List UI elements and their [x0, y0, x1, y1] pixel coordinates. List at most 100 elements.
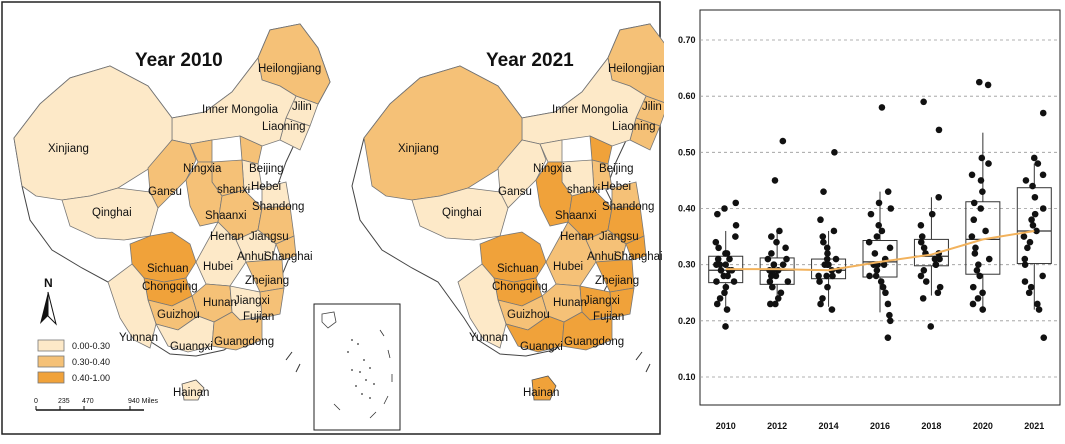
data-point [887, 317, 894, 325]
label-ningxia: Ningxia [183, 163, 222, 175]
data-point [773, 238, 780, 246]
data-point [766, 278, 774, 285]
data-point [1021, 261, 1029, 268]
data-point [867, 210, 875, 218]
data-point [1033, 227, 1040, 235]
label-henan: Henan [210, 231, 244, 243]
label-inner-mongolia: Inner Mongolia [202, 104, 279, 116]
data-point [974, 295, 982, 302]
label-shanxi: shanxi [217, 184, 250, 196]
label-guangxi: Guangxi [170, 341, 213, 353]
region-shanghai [275, 235, 297, 261]
data-point [878, 227, 886, 235]
data-point [1040, 334, 1048, 341]
label-shaanxi: Shaanxi [555, 210, 597, 222]
map-2021: Year 2021 Heilongjiang Jilin Liaoning Inner… [351, 23, 681, 401]
data-point [976, 272, 983, 280]
data-point [824, 283, 831, 291]
x-tick-label: 2021 [1024, 421, 1044, 431]
data-point [1021, 255, 1029, 263]
data-point [1026, 238, 1034, 246]
data-point [984, 81, 992, 89]
label-guangxi: Guangxi [520, 341, 563, 353]
label-xinjiang: Xinjiang [398, 143, 439, 155]
data-point [720, 272, 728, 280]
data-point [714, 210, 721, 218]
scale-label: 235 [58, 398, 70, 405]
data-point [884, 300, 892, 308]
data-point [779, 137, 787, 145]
data-point [726, 255, 733, 263]
y-tick-label: 0.60 [678, 91, 696, 101]
data-point [927, 323, 935, 330]
data-point [819, 233, 827, 240]
data-point [1034, 160, 1042, 167]
data-point [722, 283, 730, 291]
data-point [887, 205, 895, 212]
y-axis-ticks: 0.10 0.20 0.30 0.40 0.50 0.60 0.70 [678, 35, 696, 382]
map-2021-labels: Heilongjiang Jilin Liaoning Inner Mongolia X… [398, 63, 671, 399]
label-anhui: Anhui [237, 251, 266, 263]
label-shaanxi: Shaanxi [205, 210, 247, 222]
data-point [823, 255, 831, 263]
y-tick-label: 0.50 [678, 147, 696, 157]
data-point [875, 222, 883, 229]
label-fujian: Fujian [243, 311, 274, 323]
data-point [934, 289, 942, 297]
north-arrow: N [40, 276, 57, 326]
map-2010-hainan-shape [181, 379, 205, 401]
data-point [931, 255, 939, 263]
data-point [717, 266, 725, 274]
data-point [732, 222, 740, 229]
data-point [875, 199, 883, 207]
x-tick-label: 2020 [973, 421, 993, 431]
data-point [820, 188, 827, 195]
label-hubei: Hubei [553, 261, 583, 273]
label-beijing: Beijing [599, 163, 634, 175]
data-point [721, 289, 728, 297]
label-shanghai: Shanghai [264, 251, 313, 263]
data-point [820, 238, 827, 246]
data-point [817, 300, 824, 308]
y-tick-label: 0.70 [678, 35, 696, 45]
data-point [824, 250, 831, 257]
data-point [732, 233, 739, 240]
data-point [771, 177, 779, 184]
label-hainan: Hainan [523, 387, 559, 399]
data-point [979, 188, 986, 195]
data-point [1031, 193, 1039, 201]
label-yunnan: Yunnan [469, 332, 508, 344]
label-hubei: Hubei [203, 261, 233, 273]
region-fujian [609, 287, 635, 319]
data-point [776, 227, 783, 235]
data-point [985, 255, 993, 263]
region-zhejiang [245, 259, 285, 293]
label-guangdong: Guangdong [214, 336, 274, 348]
box [759, 257, 795, 285]
data-point [979, 306, 987, 313]
data-point [879, 283, 887, 291]
x-tick-label: 2014 [819, 421, 839, 431]
scale-label: 470 [82, 398, 94, 405]
data-point [970, 216, 978, 224]
map-2010-regions [13, 23, 331, 353]
data-point [873, 266, 881, 274]
label-fujian: Fujian [593, 311, 624, 323]
y-tick-label: 0.10 [678, 372, 696, 382]
label-zhejiang: Zhejiang [595, 275, 639, 287]
map-2021-title: Year 2021 [486, 50, 574, 71]
data-point [713, 278, 720, 285]
region-qinghai [411, 187, 509, 241]
data-point [712, 238, 720, 246]
data-point [828, 306, 836, 313]
label-jiangsu: Jiangsu [599, 231, 639, 243]
label-hainan: Hainan [173, 387, 209, 399]
data-point [1039, 272, 1046, 280]
label-yunnan: Yunnan [119, 332, 158, 344]
data-point [973, 266, 981, 274]
region-guangdong [561, 311, 613, 351]
y-tick-label: 0.30 [678, 260, 696, 270]
data-point [968, 233, 976, 240]
data-point [1025, 289, 1033, 297]
data-point [830, 227, 838, 235]
